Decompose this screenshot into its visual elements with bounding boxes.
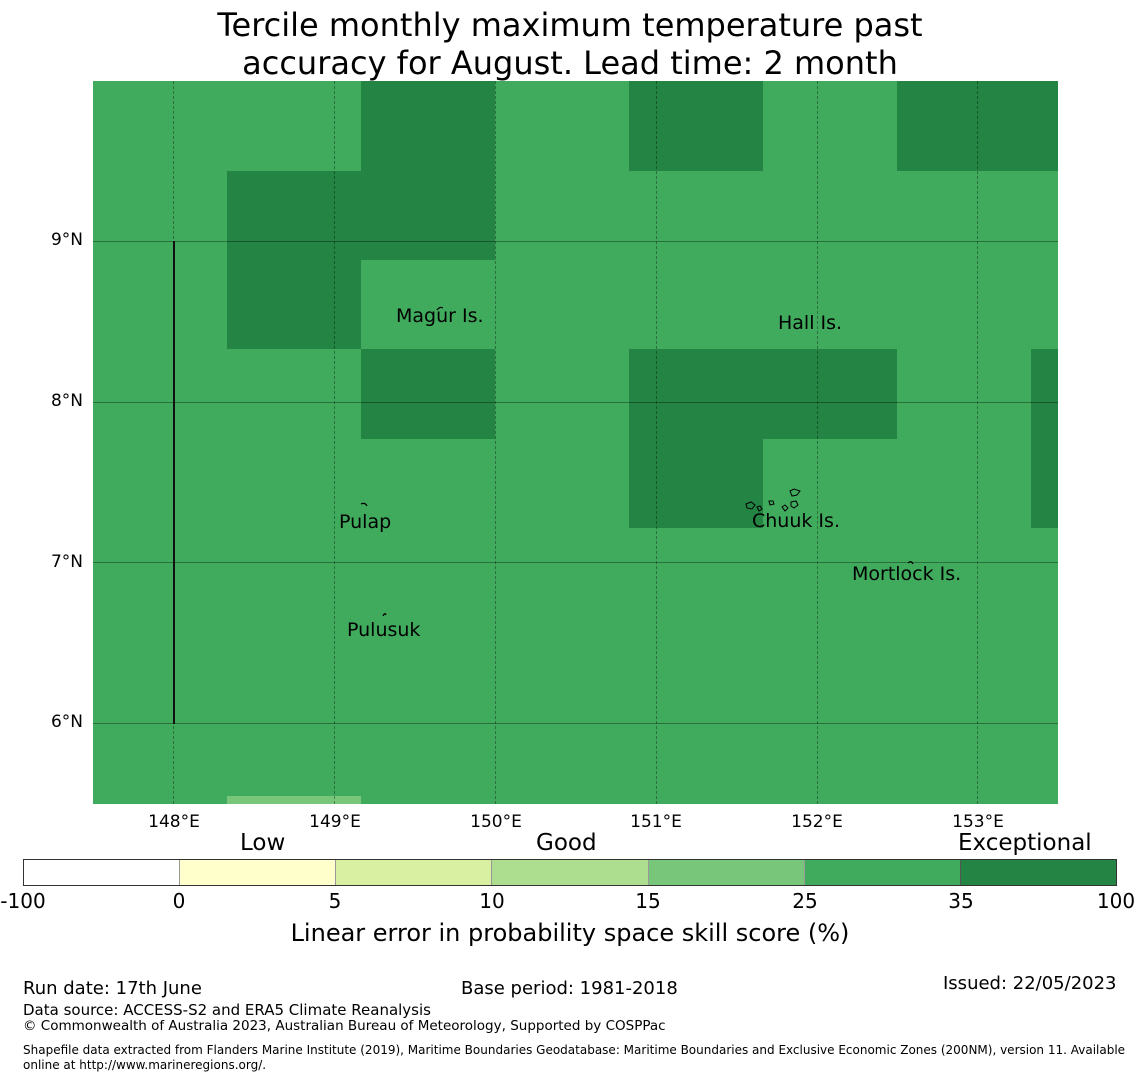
exceptional-cell: [897, 81, 1058, 171]
place-label-magur: Magur Is.: [396, 305, 484, 327]
colorbar-segment: [24, 860, 181, 885]
base-period: Base period: 1981-2018: [461, 978, 678, 999]
colorbar-segment: [492, 860, 649, 885]
copyright: © Commonwealth of Australia 2023, Austra…: [23, 1018, 666, 1034]
chart-title: Tercile monthly maximum temperature past…: [0, 6, 1140, 82]
shapefile-credit-1: Shapefile data extracted from Flanders M…: [23, 1043, 1126, 1057]
category-exceptional: Exceptional: [958, 830, 1092, 856]
exceptional-cell: [361, 81, 495, 260]
parallel-8n: [93, 402, 1058, 403]
colorbar-tick: 15: [635, 889, 661, 913]
category-good: Good: [536, 830, 597, 856]
category-low: Low: [240, 830, 286, 856]
lon-tick-149e: 149°E: [309, 812, 361, 832]
exceptional-cell: [361, 349, 495, 439]
meridian-152: [817, 81, 818, 804]
meridian-149: [334, 81, 335, 804]
colorbar-segment: [336, 860, 493, 885]
skill-map: Magur Is. Hall Is. Pulap Chuuk Is. Mortl…: [93, 81, 1058, 804]
place-label-mortlock: Mortlock Is.: [852, 563, 962, 585]
place-label-chuuk: Chuuk Is.: [752, 510, 840, 532]
exceptional-cell: [629, 81, 763, 171]
lat-tick-6n: 6°N: [50, 712, 83, 732]
colorbar-tick: 5: [328, 889, 342, 913]
exceptional-cell: [629, 349, 897, 439]
place-label-pulap: Pulap: [339, 511, 392, 533]
colorbar-tick: 100: [1096, 889, 1136, 913]
good-lower-cell: [227, 796, 361, 804]
meridian-151: [656, 81, 657, 804]
colorbar-tick: 35: [948, 889, 974, 913]
colorbar-tick: 10: [479, 889, 505, 913]
lon-tick-148e: 148°E: [148, 812, 200, 832]
title-line-1: Tercile monthly maximum temperature past: [217, 6, 923, 44]
lat-tick-7n: 7°N: [50, 552, 83, 572]
lon-tick-150e: 150°E: [470, 812, 522, 832]
lon-tick-151e: 151°E: [630, 812, 682, 832]
colorbar-segment: [648, 860, 805, 885]
run-date: Run date: 17th June: [23, 978, 202, 999]
place-label-pulusuk: Pulusuk: [347, 619, 421, 641]
meridian-153: [977, 81, 978, 804]
shapefile-credit-2: online at http://www.marineregions.org/.: [23, 1058, 267, 1072]
lon-tick-153e: 153°E: [952, 812, 1004, 832]
exceptional-cell: [629, 439, 763, 528]
island-outlines: [360, 306, 914, 617]
title-line-2: accuracy for August. Lead time: 2 month: [242, 44, 898, 82]
parallel-6n: [93, 723, 1058, 724]
colorbar-label: Linear error in probability space skill …: [290, 919, 850, 947]
colorbar-segment: [180, 860, 337, 885]
colorbar-segment: [960, 860, 1116, 885]
exceptional-cell: [1031, 349, 1058, 528]
data-source: Data source: ACCESS-S2 and ERA5 Climate …: [23, 1001, 431, 1019]
meridian-150: [495, 81, 496, 804]
parallel-9n: [93, 241, 1058, 242]
issued-date: Issued: 22/05/2023: [943, 973, 1117, 994]
lon-tick-152e: 152°E: [791, 812, 843, 832]
place-label-hall: Hall Is.: [778, 312, 843, 334]
colorbar-tick: 0: [172, 889, 186, 913]
colorbar: [23, 859, 1117, 886]
maritime-boundary-line: [173, 241, 175, 724]
exceptional-cell: [227, 171, 361, 349]
lat-tick-9n: 9°N: [50, 230, 83, 250]
colorbar-tick: -100: [0, 889, 46, 913]
colorbar-tick: 25: [792, 889, 818, 913]
lat-tick-8n: 8°N: [50, 391, 83, 411]
colorbar-segment: [804, 860, 961, 885]
parallel-7n: [93, 562, 1058, 563]
